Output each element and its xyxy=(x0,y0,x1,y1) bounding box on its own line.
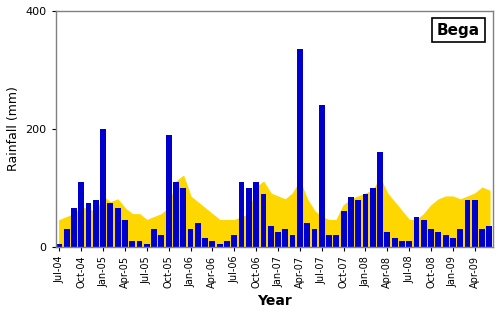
Bar xyxy=(326,235,332,247)
Bar xyxy=(144,244,150,247)
Bar xyxy=(414,217,420,247)
Bar xyxy=(180,188,186,247)
Bar xyxy=(290,235,296,247)
Bar xyxy=(130,241,135,247)
Bar xyxy=(362,194,368,247)
Bar xyxy=(246,188,252,247)
Bar xyxy=(202,238,208,247)
Bar xyxy=(232,235,237,247)
Bar xyxy=(312,229,318,247)
Bar xyxy=(464,200,470,247)
Bar xyxy=(158,235,164,247)
Bar xyxy=(304,223,310,247)
Bar xyxy=(78,182,84,247)
Bar xyxy=(370,188,376,247)
Bar xyxy=(356,200,361,247)
Bar xyxy=(136,241,142,247)
Bar xyxy=(384,232,390,247)
Bar xyxy=(340,211,346,247)
Bar xyxy=(108,203,113,247)
Bar xyxy=(173,182,179,247)
Bar xyxy=(253,182,259,247)
Bar xyxy=(479,229,485,247)
Bar xyxy=(486,226,492,247)
Bar xyxy=(114,209,120,247)
Bar xyxy=(56,244,62,247)
Bar xyxy=(217,244,222,247)
Bar xyxy=(100,129,106,247)
Y-axis label: Rainfall (mm): Rainfall (mm) xyxy=(7,86,20,171)
Bar xyxy=(450,238,456,247)
Bar xyxy=(319,105,324,247)
Bar xyxy=(195,223,200,247)
Bar xyxy=(443,235,448,247)
Bar xyxy=(224,241,230,247)
Bar xyxy=(210,241,216,247)
Bar xyxy=(71,209,77,247)
Bar xyxy=(188,229,194,247)
Bar xyxy=(406,241,412,247)
Bar xyxy=(260,194,266,247)
Bar xyxy=(399,241,405,247)
Bar xyxy=(268,226,274,247)
Bar xyxy=(93,200,98,247)
Bar xyxy=(377,152,383,247)
Bar xyxy=(275,232,281,247)
Bar xyxy=(86,203,91,247)
Bar xyxy=(166,135,172,247)
Bar xyxy=(238,182,244,247)
Bar xyxy=(458,229,463,247)
Bar xyxy=(334,235,339,247)
Bar xyxy=(348,197,354,247)
Bar xyxy=(151,229,157,247)
Bar xyxy=(64,229,70,247)
Bar xyxy=(436,232,442,247)
Bar xyxy=(122,220,128,247)
Text: Bega: Bega xyxy=(437,23,480,38)
Bar xyxy=(282,229,288,247)
Bar xyxy=(392,238,398,247)
Bar xyxy=(297,49,303,247)
Bar xyxy=(472,200,478,247)
Bar xyxy=(421,220,426,247)
X-axis label: Year: Year xyxy=(257,294,292,308)
Bar xyxy=(428,229,434,247)
